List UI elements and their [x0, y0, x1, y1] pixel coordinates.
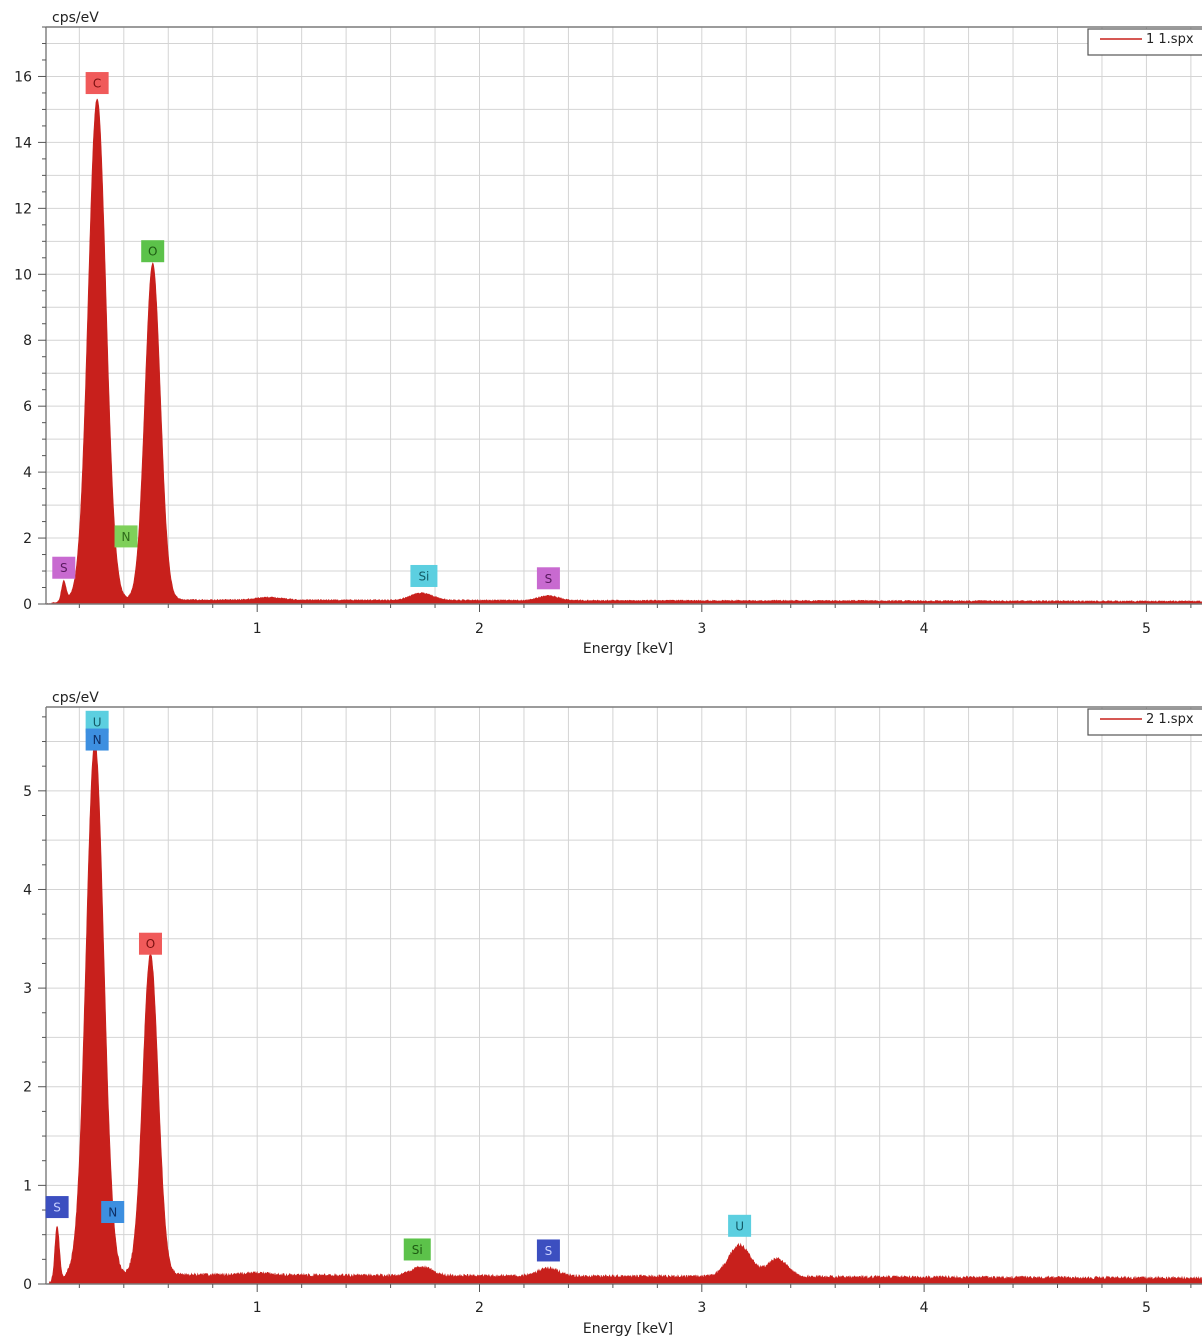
y-tick-label: 4	[23, 882, 32, 898]
spectrum-series	[46, 740, 1202, 1285]
y-axis-title: cps/eV	[52, 690, 99, 706]
y-tick-label: 2	[23, 531, 32, 547]
spectrum-series	[46, 98, 1202, 605]
x-axis-title: Energy [keV]	[583, 641, 673, 657]
peak-label: O	[141, 240, 165, 263]
peak-label-text: U	[735, 1219, 744, 1233]
peak-label: S	[536, 1239, 560, 1262]
y-axis-title: cps/eV	[52, 10, 99, 26]
x-tick-label: 3	[697, 1300, 706, 1316]
x-tick-label: 4	[920, 621, 929, 637]
peak-label-text: O	[148, 245, 157, 259]
peak-label: S	[536, 567, 560, 590]
peak-label: N	[101, 1200, 125, 1223]
y-tick-label: 0	[23, 1277, 32, 1293]
peak-label-box	[138, 932, 162, 955]
peak-label-text: S	[53, 1201, 61, 1215]
peak-label-text: Si	[412, 1243, 423, 1257]
y-tick-label: 14	[14, 135, 32, 151]
y-tick-label: 5	[23, 784, 32, 800]
y-tick-label: 2	[23, 1080, 32, 1096]
y-tick-label: 1	[23, 1178, 32, 1194]
peak-label-box	[101, 1200, 125, 1223]
x-axis-title: Energy [keV]	[583, 1321, 673, 1337]
peak-label: Si	[403, 1238, 431, 1261]
peak-label-box	[85, 728, 109, 751]
y-tick-label: 3	[23, 981, 32, 997]
peak-label-box	[114, 525, 138, 548]
x-tick-label: 1	[253, 621, 262, 637]
x-tick-label: 1	[253, 1300, 262, 1316]
y-tick-label: 4	[23, 465, 32, 481]
peak-label-box	[85, 72, 109, 95]
peak-label-text: N	[93, 733, 102, 747]
peak-label: Si	[410, 564, 438, 587]
peak-label-box	[728, 1214, 752, 1237]
peak-label: O	[138, 932, 162, 955]
peak-label-text: N	[108, 1205, 117, 1219]
peak-label: U	[728, 1214, 752, 1237]
peak-label-text: S	[545, 1244, 553, 1258]
peak-label: S	[45, 1196, 69, 1219]
x-tick-label: 2	[475, 1300, 484, 1316]
legend-label: 2 1.spx	[1146, 712, 1194, 727]
peak-label-box	[141, 240, 165, 263]
peak-label: N	[114, 525, 138, 548]
peak-label-text: C	[93, 77, 101, 91]
y-tick-label: 0	[23, 597, 32, 613]
y-tick-label: 16	[14, 69, 32, 85]
peak-label-text: N	[122, 530, 131, 544]
peak-label-box	[536, 567, 560, 590]
y-tick-label: 6	[23, 399, 32, 415]
grid	[46, 27, 1202, 605]
y-tick-label: 12	[14, 201, 32, 217]
peak-label-box	[536, 1239, 560, 1262]
legend: 1 1.spx	[1087, 28, 1202, 56]
grid	[46, 707, 1202, 1285]
peak-label-text: O	[146, 937, 155, 951]
legend-box	[1087, 708, 1202, 736]
legend: 2 1.spx	[1087, 708, 1202, 736]
y-tick-label: 10	[14, 267, 32, 283]
peak-label: N	[85, 728, 109, 751]
peak-label: C	[85, 72, 109, 95]
peak-label-box	[45, 1196, 69, 1219]
x-tick-label: 3	[697, 621, 706, 637]
legend-box	[1087, 28, 1202, 56]
peak-label-text: Si	[418, 569, 429, 583]
legend-label: 1 1.spx	[1146, 32, 1194, 47]
peak-label-text: U	[93, 715, 102, 729]
peak-label-box	[410, 564, 438, 587]
y-tick-label: 8	[23, 333, 32, 349]
x-tick-label: 2	[475, 621, 484, 637]
peak-label-text: S	[60, 561, 68, 575]
peak-label-text: S	[545, 572, 553, 586]
x-tick-label: 5	[1142, 1300, 1151, 1316]
peak-label: S	[52, 556, 76, 579]
x-tick-label: 5	[1142, 621, 1151, 637]
x-tick-label: 4	[920, 1300, 929, 1316]
peak-label-box	[403, 1238, 431, 1261]
peak-label-box	[52, 556, 76, 579]
